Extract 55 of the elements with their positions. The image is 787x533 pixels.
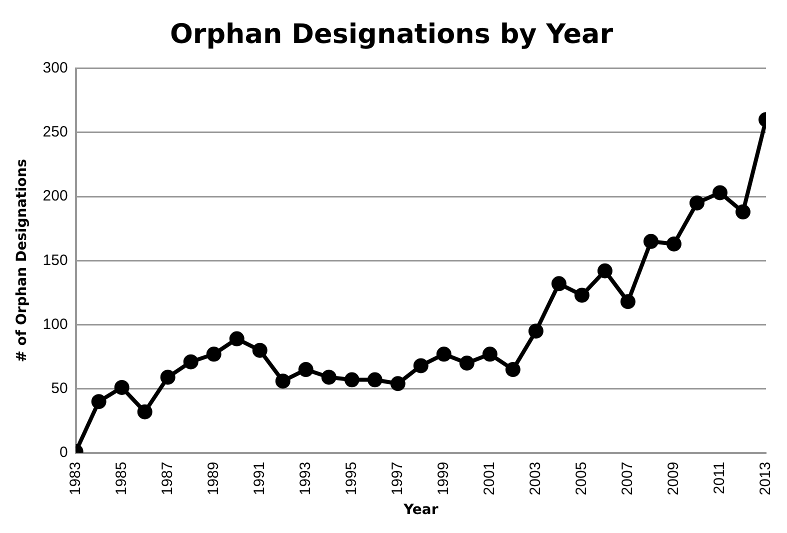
point <box>183 354 198 370</box>
point <box>137 404 152 420</box>
x-tick-label: 2007 <box>619 462 636 496</box>
y-tick-label: 100 <box>42 316 68 333</box>
y-tick-label: 200 <box>42 188 68 205</box>
y-tick-label: 0 <box>59 444 68 461</box>
point <box>160 370 176 385</box>
x-tick-label: 2011 <box>711 462 728 494</box>
x-tick-label: 1997 <box>389 462 406 496</box>
x-tick-label: 2003 <box>527 462 544 496</box>
point <box>551 276 566 292</box>
chart-title: Orphan Designations by Year <box>170 19 614 50</box>
x-tick-label: 2005 <box>573 462 590 496</box>
point <box>666 236 682 252</box>
point <box>482 346 498 362</box>
point <box>252 342 268 358</box>
x-tick-label: 1989 <box>205 462 222 496</box>
point <box>712 185 728 200</box>
point <box>643 234 658 249</box>
point <box>321 370 336 385</box>
x-tick-label: 1999 <box>435 462 452 496</box>
point <box>390 376 406 392</box>
point <box>413 358 428 374</box>
point <box>114 380 130 395</box>
point <box>206 346 222 362</box>
x-tick-label: 1987 <box>158 462 176 496</box>
x-tick-label: 1991 <box>251 462 268 496</box>
point <box>574 288 590 303</box>
point <box>229 331 244 346</box>
x-tick-label: 1983 <box>66 462 84 496</box>
point <box>597 263 612 278</box>
point <box>436 346 452 362</box>
x-tick-label: 2001 <box>481 462 498 496</box>
point <box>689 195 704 210</box>
point <box>459 356 474 371</box>
x-tick-label: 1993 <box>297 462 314 496</box>
x-tick-label: 2013 <box>757 462 774 496</box>
y-tick-label: 250 <box>42 124 68 141</box>
x-tick-label: 1995 <box>343 462 360 496</box>
x-tick-label: 1985 <box>112 462 130 496</box>
x-axis-title: Year <box>402 502 438 518</box>
point <box>735 204 750 220</box>
y-tick-label: 150 <box>42 252 68 269</box>
point <box>344 372 360 388</box>
point <box>275 374 290 389</box>
y-axis-title: # of Orphan Designations <box>14 158 30 362</box>
point <box>91 394 106 410</box>
point <box>505 362 520 378</box>
point <box>298 362 314 378</box>
y-tick-label: 300 <box>42 60 68 77</box>
x-tick-label: 2009 <box>665 462 682 496</box>
point <box>367 372 382 388</box>
point <box>620 294 636 310</box>
y-tick-label: 50 <box>51 380 68 397</box>
point <box>528 324 544 339</box>
